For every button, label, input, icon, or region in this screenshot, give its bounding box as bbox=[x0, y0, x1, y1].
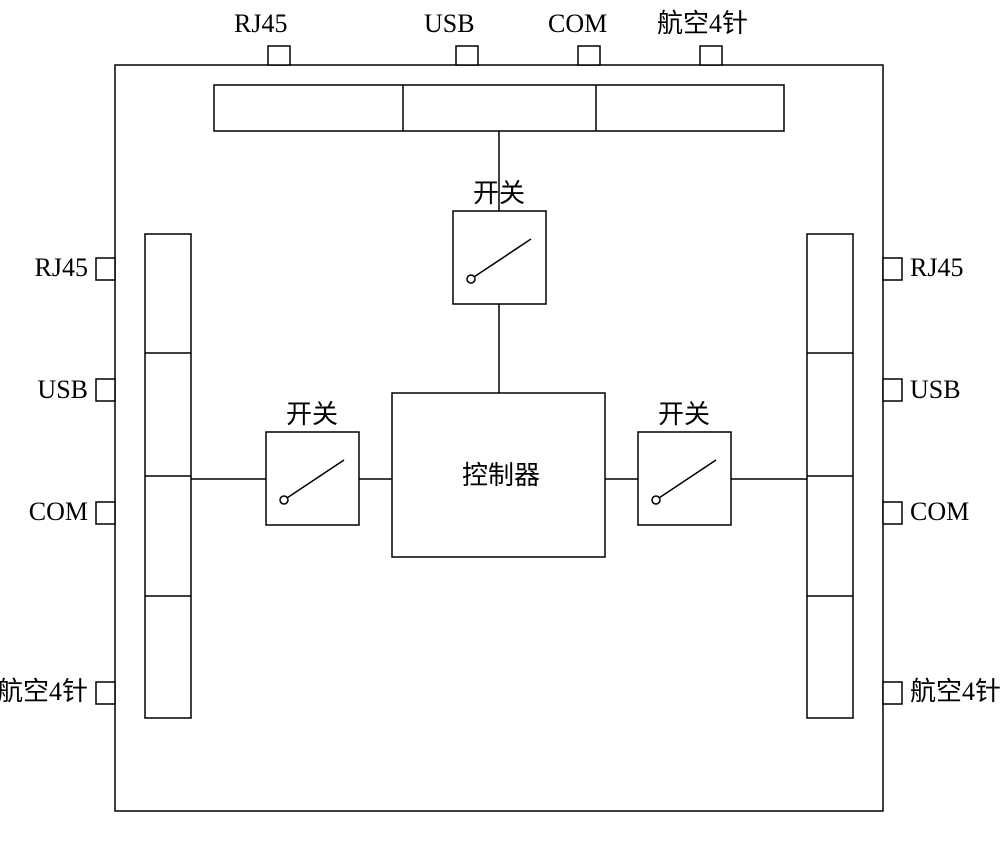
switch-left-box bbox=[266, 432, 359, 525]
switch-top-box bbox=[453, 211, 546, 304]
switch-label-left: 开关 bbox=[286, 400, 338, 429]
port-label-aviation4pin: 航空4针 bbox=[0, 677, 88, 706]
top-connector-tab bbox=[578, 46, 600, 65]
controller-label: 控制器 bbox=[462, 461, 540, 490]
port-label-aviation4pin: 航空4针 bbox=[657, 9, 748, 38]
top-bus-frame bbox=[214, 85, 784, 131]
port-label-com: COM bbox=[910, 497, 969, 526]
switch-label-top: 开关 bbox=[473, 179, 525, 208]
left-connector-tab bbox=[96, 258, 115, 280]
port-label-usb: USB bbox=[910, 375, 961, 404]
top-connector-tab bbox=[700, 46, 722, 65]
port-label-usb: USB bbox=[37, 375, 88, 404]
left-connector-tab bbox=[96, 502, 115, 524]
right-connector-tab bbox=[883, 379, 902, 401]
port-label-com: COM bbox=[29, 497, 88, 526]
right-connector-tab bbox=[883, 258, 902, 280]
top-connector-tab bbox=[456, 46, 478, 65]
port-label-rj45: RJ45 bbox=[234, 9, 287, 38]
left-connector-tab bbox=[96, 379, 115, 401]
switch-right-box bbox=[638, 432, 731, 525]
right-connector-tab bbox=[883, 502, 902, 524]
left-connector-tab bbox=[96, 682, 115, 704]
top-connector-tab bbox=[268, 46, 290, 65]
port-label-rj45: RJ45 bbox=[910, 253, 963, 282]
port-label-rj45: RJ45 bbox=[35, 253, 88, 282]
port-label-com: COM bbox=[548, 9, 607, 38]
port-label-aviation4pin: 航空4针 bbox=[910, 677, 1000, 706]
right-connector-tab bbox=[883, 682, 902, 704]
port-label-usb: USB bbox=[424, 9, 475, 38]
switch-label-right: 开关 bbox=[658, 400, 710, 429]
